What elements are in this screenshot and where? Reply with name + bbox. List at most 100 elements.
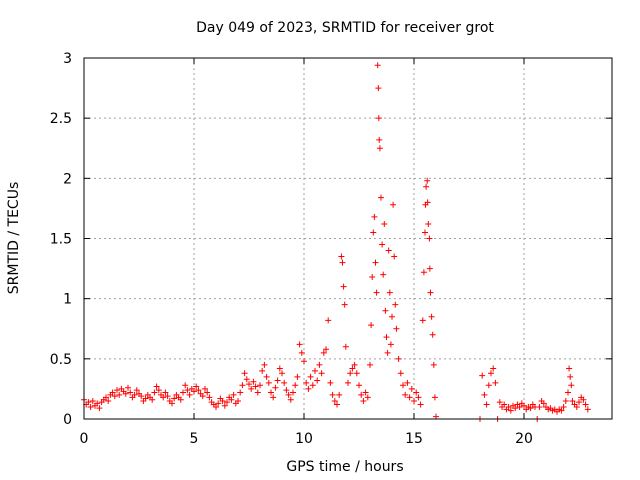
y-tick-label: 1.5: [50, 232, 72, 248]
data-point: [254, 389, 261, 396]
data-point: [186, 391, 193, 398]
data-point: [558, 407, 565, 414]
data-point: [427, 289, 434, 296]
data-point: [307, 373, 314, 380]
data-point: [257, 382, 263, 389]
y-tick-label: 0.5: [50, 352, 72, 368]
data-point: [516, 403, 523, 410]
data-point: [292, 382, 299, 389]
data-point: [408, 385, 415, 392]
data-point: [527, 405, 534, 412]
data-point: [318, 370, 325, 377]
data-point: [109, 389, 116, 396]
data-point: [430, 361, 437, 368]
data-point: [276, 365, 283, 372]
data-point: [85, 399, 92, 406]
x-tick-label: 0: [80, 431, 89, 447]
data-point: [259, 367, 266, 374]
data-point: [285, 391, 292, 398]
data-point: [356, 382, 362, 389]
data-point: [94, 400, 101, 407]
data-point: [347, 370, 354, 377]
data-point: [415, 394, 422, 401]
data-point: [490, 365, 497, 372]
data-point: [111, 393, 118, 400]
y-tick-label: 1: [63, 292, 72, 308]
data-point: [303, 379, 310, 386]
data-point: [235, 397, 241, 404]
data-point: [270, 394, 277, 401]
data-point: [268, 389, 274, 396]
data-point: [580, 396, 587, 403]
data-point: [228, 396, 235, 403]
data-point: [312, 367, 318, 374]
data-point: [512, 405, 519, 412]
data-point: [331, 397, 338, 404]
data-point: [496, 399, 503, 406]
data-point: [155, 387, 162, 394]
x-tick-label: 20: [515, 431, 533, 447]
data-point: [384, 349, 391, 356]
data-point: [376, 136, 383, 143]
data-point: [199, 393, 206, 400]
data-point: [250, 378, 257, 385]
data-point: [122, 390, 129, 397]
data-points: [81, 62, 591, 422]
data-point: [385, 247, 392, 254]
data-point: [105, 397, 112, 404]
data-point: [290, 389, 296, 396]
data-point: [374, 62, 381, 69]
data-point: [215, 400, 222, 407]
data-point: [341, 301, 348, 308]
data-point: [425, 221, 432, 228]
data-point: [193, 383, 200, 390]
data-point: [301, 358, 307, 365]
data-point: [371, 213, 378, 220]
data-point: [428, 313, 435, 320]
data-point: [411, 397, 417, 404]
data-point: [162, 389, 169, 396]
data-point: [142, 395, 149, 402]
data-point: [103, 394, 109, 401]
data-point: [87, 403, 94, 410]
data-point: [567, 373, 574, 380]
data-point: [283, 387, 290, 394]
data-point: [298, 349, 305, 356]
data-point: [329, 391, 336, 398]
data-point: [381, 221, 388, 228]
data-point: [426, 265, 433, 272]
data-point: [568, 382, 575, 389]
data-point: [338, 253, 345, 260]
data-point: [177, 396, 184, 403]
grid: [84, 58, 612, 419]
data-point: [576, 399, 582, 406]
data-point: [566, 365, 573, 372]
data-point: [336, 391, 343, 398]
data-point: [368, 322, 375, 329]
data-point: [406, 394, 413, 401]
data-point: [402, 391, 409, 398]
data-point: [424, 177, 431, 184]
data-point: [202, 385, 208, 392]
data-point: [160, 394, 167, 401]
data-point: [505, 403, 512, 410]
data-point: [501, 401, 508, 408]
data-point: [138, 393, 145, 400]
data-point: [314, 377, 321, 384]
data-point: [584, 406, 591, 413]
data-point: [263, 373, 270, 380]
data-point: [364, 394, 371, 401]
data-point: [248, 385, 255, 392]
data-point: [287, 396, 294, 403]
data-point: [353, 370, 360, 377]
data-point: [562, 397, 569, 404]
data-point: [390, 201, 397, 208]
data-point: [479, 372, 486, 379]
data-point: [274, 377, 281, 384]
data-point: [423, 183, 430, 190]
data-point: [219, 397, 226, 404]
data-point: [351, 361, 358, 368]
data-point: [213, 403, 219, 410]
data-point: [296, 341, 303, 348]
data-point: [429, 331, 436, 338]
